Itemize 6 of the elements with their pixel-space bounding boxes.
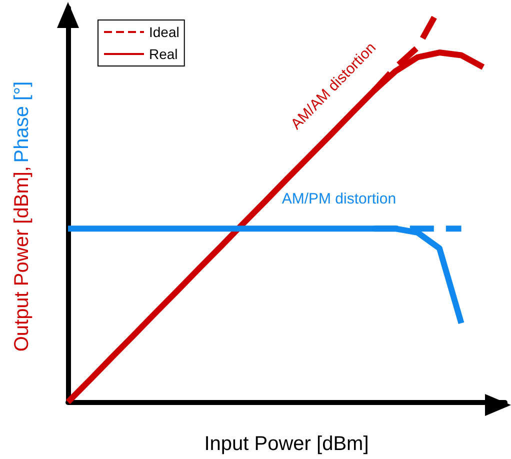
annotation: AM/PM distortion (282, 190, 396, 208)
legend-label: Real (149, 46, 178, 62)
y-axis-title: Output Power [dBm], (11, 166, 33, 352)
x-axis-title: Input Power [dBm] (204, 433, 369, 455)
y2-axis-title: Phase [°] (11, 81, 33, 163)
legend-label: Ideal (149, 24, 180, 40)
